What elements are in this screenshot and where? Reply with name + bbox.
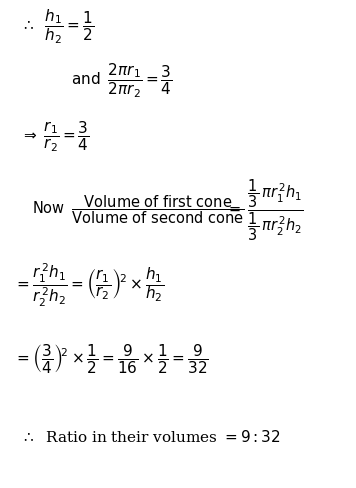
Text: $\Rightarrow\; \dfrac{r_1}{r_2} = \dfrac{3}{4}$: $\Rightarrow\; \dfrac{r_1}{r_2} = \dfrac…: [21, 120, 90, 154]
Text: $=\; \dfrac{\dfrac{1}{3}\,\pi r_1^{\,2}h_1}{\dfrac{1}{3}\,\pi r_2^{\,2}h_2}$: $=\; \dfrac{\dfrac{1}{3}\,\pi r_1^{\,2}h…: [226, 177, 304, 243]
Text: $= \left(\dfrac{3}{4}\right)^{\!2} \times \dfrac{1}{2} = \dfrac{9}{16} \times \d: $= \left(\dfrac{3}{4}\right)^{\!2} \time…: [14, 342, 209, 375]
Text: $= \dfrac{r_1^{\,2}h_1}{r_2^{\,2}h_2} = \left(\dfrac{r_1}{r_2}\right)^{\!2} \tim: $= \dfrac{r_1^{\,2}h_1}{r_2^{\,2}h_2} = …: [14, 262, 164, 309]
Text: $\text{Now}\;\; \dfrac{\text{Volume of first cone}}{\text{Volume of second cone}: $\text{Now}\;\; \dfrac{\text{Volume of f…: [32, 194, 245, 226]
Text: $\therefore\;$ Ratio in their volumes $= 9 : 32$: $\therefore\;$ Ratio in their volumes $=…: [21, 429, 281, 445]
Text: $\text{and}\;\; \dfrac{2\pi r_1}{2\pi r_2} = \dfrac{3}{4}$: $\text{and}\;\; \dfrac{2\pi r_1}{2\pi r_…: [71, 61, 173, 100]
Text: $\therefore\;\; \dfrac{h_1}{h_2} = \dfrac{1}{2}$: $\therefore\;\; \dfrac{h_1}{h_2} = \dfra…: [21, 8, 94, 46]
